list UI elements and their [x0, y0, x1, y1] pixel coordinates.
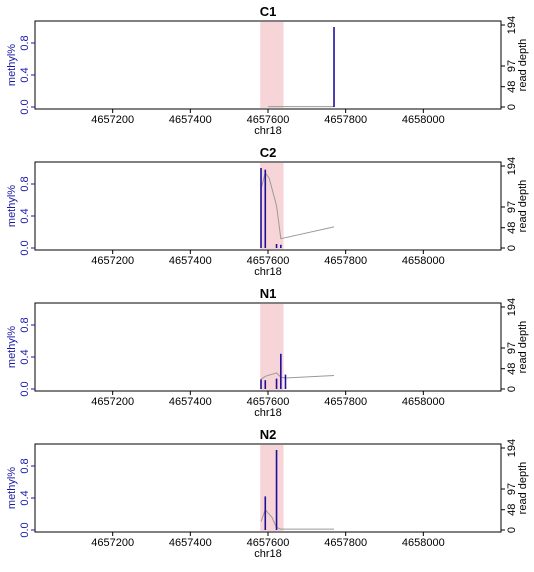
y2-tick-label: 0: [506, 386, 518, 392]
y2-tick-label: 97: [506, 60, 518, 72]
y2-tick-label: 194: [506, 298, 518, 316]
x-tick-label: 4657400: [169, 537, 212, 549]
y-tick-label: 0.8: [19, 458, 31, 473]
chart-panel-c1: C1 4657200 4657400 4657600 4657800 4658000 chr…: [6, 4, 529, 137]
y2-axis-label: read depth: [517, 462, 529, 515]
x-tick-label: 4658000: [402, 396, 445, 408]
chart-panel-c2: C2 4657200 4657400 4657600 4657800 4658000 chr…: [6, 145, 529, 278]
y-tick-label: 0.4: [19, 67, 31, 82]
y-tick-label: 0.4: [19, 349, 31, 364]
y-tick-label: 0.8: [19, 317, 31, 332]
y-axis-label: methyl%: [6, 467, 18, 509]
y2-tick-label: 48: [506, 222, 518, 234]
y-axis-label: methyl%: [6, 185, 18, 227]
y2-tick-label: 194: [506, 439, 518, 457]
x-tick-label: 4657200: [91, 396, 134, 408]
y-axis-label: methyl%: [6, 44, 18, 86]
y2-tick-label: 48: [506, 81, 518, 93]
x-tick-label: 4657600: [247, 114, 290, 126]
y-tick-label: 0.8: [19, 35, 31, 50]
chart-panel-n2: N2 4657200 4657400 4657600 4657800 4658000 chr…: [6, 427, 529, 560]
x-tick-label: 4657800: [324, 114, 367, 126]
x-tick-label: 4657600: [247, 537, 290, 549]
x-tick-label: 4657600: [247, 255, 290, 267]
x-tick-label: 4657800: [324, 255, 367, 267]
x-tick-label: 4657400: [169, 255, 212, 267]
y2-tick-label: 0: [506, 104, 518, 110]
y-tick-label: 0.8: [19, 176, 31, 191]
y2-axis-label: read depth: [517, 321, 529, 374]
y2-tick-label: 0: [506, 527, 518, 533]
x-axis-label: chr18: [254, 125, 282, 137]
y2-axis-label: read depth: [517, 39, 529, 92]
x-tick-label: 4658000: [402, 537, 445, 549]
y2-tick-label: 48: [506, 504, 518, 516]
y2-tick-label: 97: [506, 201, 518, 213]
y-tick-label: 0.0: [19, 381, 31, 396]
y2-tick-label: 194: [506, 16, 518, 34]
y-tick-label: 0.4: [19, 208, 31, 223]
read-depth-line: [260, 372, 335, 380]
x-tick-label: 4657200: [91, 537, 134, 549]
x-tick-label: 4658000: [402, 255, 445, 267]
panel-title: N2: [260, 427, 277, 442]
x-axis-label: chr18: [254, 407, 282, 419]
y2-tick-label: 97: [506, 483, 518, 495]
x-tick-label: 4657400: [169, 396, 212, 408]
highlight-region: [260, 22, 284, 108]
y-tick-label: 0.0: [19, 240, 31, 255]
y-axis-label: methyl%: [6, 326, 18, 368]
panel-title: C2: [260, 145, 277, 160]
y2-tick-label: 0: [506, 245, 518, 251]
panel-title: C1: [260, 4, 277, 19]
x-tick-label: 4657200: [91, 255, 134, 267]
y-tick-label: 0.0: [19, 99, 31, 114]
x-tick-label: 4658000: [402, 114, 445, 126]
y2-tick-label: 48: [506, 363, 518, 375]
x-tick-label: 4657200: [91, 114, 134, 126]
highlight-region: [260, 304, 284, 390]
y2-axis-label: read depth: [517, 180, 529, 233]
y-tick-label: 0.0: [19, 522, 31, 537]
y-tick-label: 0.4: [19, 490, 31, 505]
x-tick-label: 4657800: [324, 537, 367, 549]
y2-tick-label: 194: [506, 157, 518, 175]
x-tick-label: 4657800: [324, 396, 367, 408]
panel-title: N1: [260, 286, 277, 301]
x-axis-label: chr18: [254, 548, 282, 560]
chart-panel-n1: N1 4657200 4657400 4657600 4657800 4658000 chr…: [6, 286, 529, 419]
x-tick-label: 4657400: [169, 114, 212, 126]
y2-tick-label: 97: [506, 342, 518, 354]
x-tick-label: 4657600: [247, 396, 290, 408]
x-axis-label: chr18: [254, 266, 282, 278]
